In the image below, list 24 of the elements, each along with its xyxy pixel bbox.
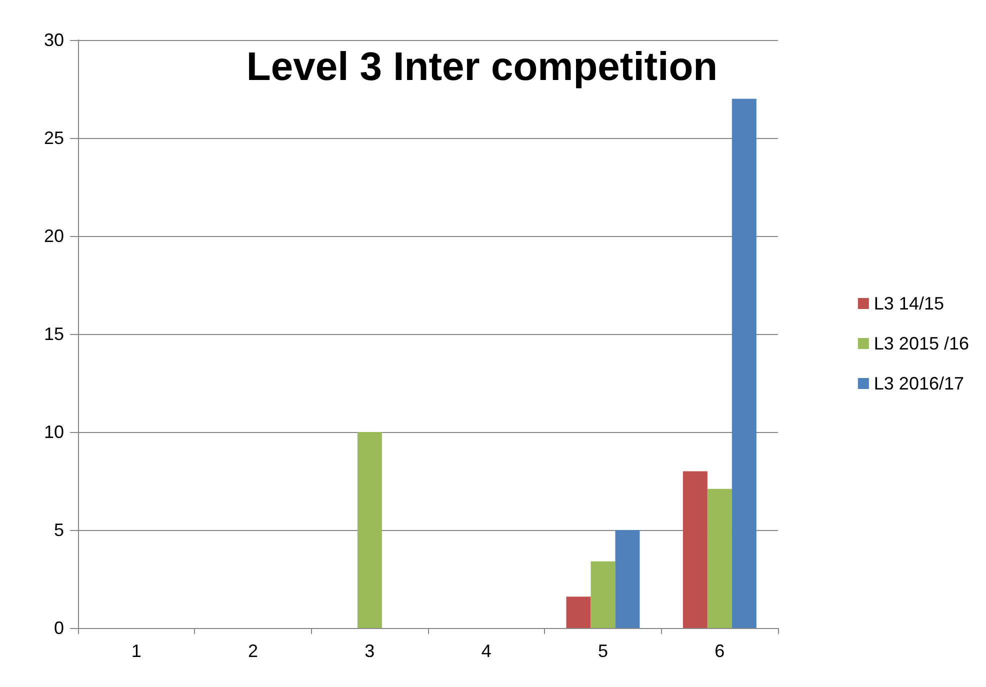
y-tick-label: 20 xyxy=(44,226,64,246)
x-tick-label: 5 xyxy=(598,641,608,661)
y-tick-label: 30 xyxy=(44,30,64,50)
y-tick-label: 10 xyxy=(44,422,64,442)
y-tick-label: 0 xyxy=(54,618,64,638)
y-tick-label: 15 xyxy=(44,324,64,344)
bar xyxy=(682,471,708,628)
x-tick-label: 6 xyxy=(714,641,725,661)
chart-title: Level 3 Inter competition xyxy=(246,45,718,89)
x-tick-label: 3 xyxy=(364,641,375,661)
bar xyxy=(615,530,640,628)
bar xyxy=(566,596,591,628)
x-tick-label: 4 xyxy=(481,641,492,661)
legend-label: L3 2016/17 xyxy=(874,374,964,394)
legend-label: L3 2015 /16 xyxy=(874,334,970,354)
bar xyxy=(732,98,756,628)
y-tick-label: 5 xyxy=(54,520,64,540)
bar xyxy=(357,432,382,628)
x-tick-label: 1 xyxy=(131,641,142,661)
bar xyxy=(590,561,616,628)
legend-label: L3 14/15 xyxy=(874,294,944,314)
bar xyxy=(707,488,732,628)
y-tick-label: 25 xyxy=(44,128,64,148)
x-tick-label: 2 xyxy=(248,641,258,661)
